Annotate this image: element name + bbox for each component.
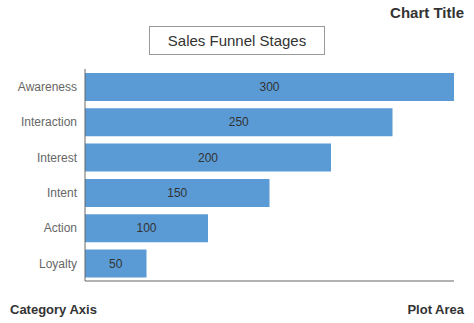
svg-text:Interaction: Interaction — [21, 115, 77, 129]
svg-text:Interest: Interest — [37, 151, 78, 165]
svg-text:250: 250 — [229, 115, 249, 129]
html-text:Category Axis: Category Axis — [10, 302, 97, 317]
svg-text:200: 200 — [198, 151, 218, 165]
html-text:Plot Area: Plot Area — [407, 302, 464, 317]
svg-text:50: 50 — [109, 257, 123, 271]
svg-text:Loyalty: Loyalty — [39, 257, 77, 271]
svg-text:Awareness: Awareness — [18, 80, 77, 94]
html-text:Sales Funnel Stages: Sales Funnel Stages — [167, 32, 307, 49]
svg-text:150: 150 — [167, 186, 187, 200]
svg-text:300: 300 — [259, 80, 279, 94]
svg-text:100: 100 — [136, 221, 156, 235]
svg-text:Intent: Intent — [47, 186, 78, 200]
svg-text:Action: Action — [44, 221, 77, 235]
html-text:Chart Title: Chart Title — [390, 4, 464, 21]
